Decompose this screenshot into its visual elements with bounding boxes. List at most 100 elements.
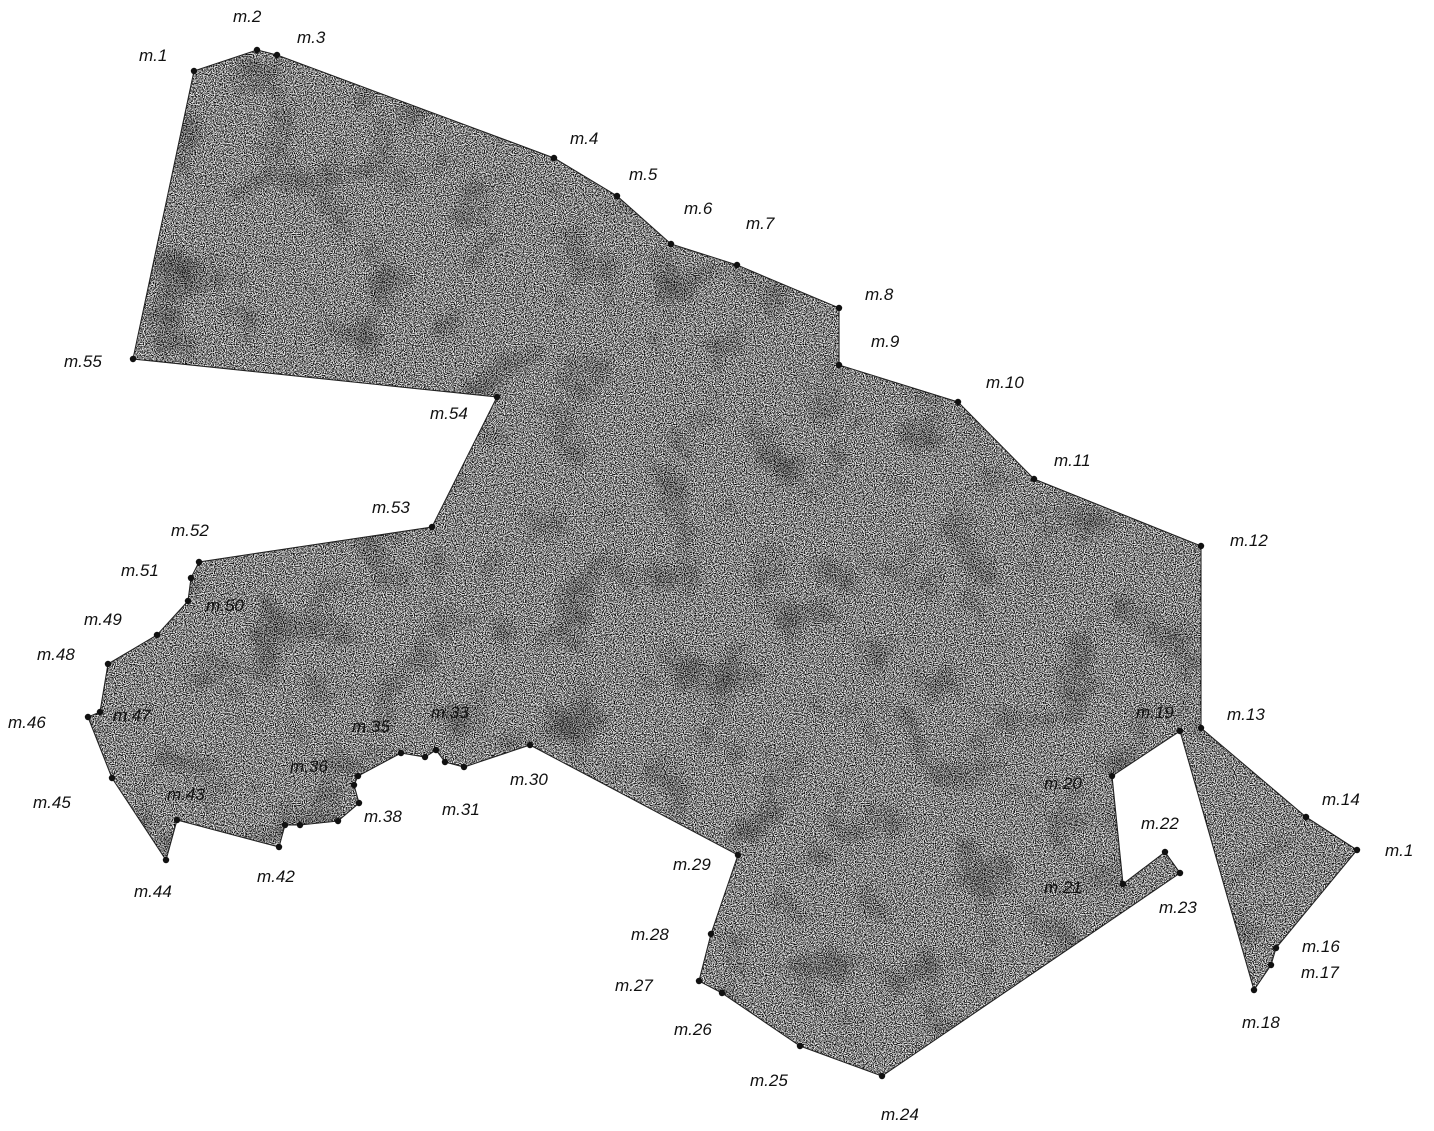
survey-label-m18: m.18 (1242, 1013, 1280, 1032)
survey-marker-m22 (1161, 848, 1169, 856)
survey-marker-m2 (253, 46, 261, 54)
survey-label-m25: m.25 (750, 1071, 788, 1090)
survey-label-m29: m.29 (673, 855, 711, 874)
survey-label-m44: m.44 (134, 882, 172, 901)
survey-marker-m49 (153, 631, 161, 639)
survey-marker-m39 (334, 817, 342, 825)
survey-label-m36: m.36 (290, 757, 328, 776)
survey-label-m3: m.3 (297, 28, 326, 47)
survey-marker-m32 (441, 758, 449, 766)
survey-marker-m51 (187, 574, 195, 582)
survey-label-m16: m.16 (1302, 937, 1340, 956)
survey-label-m8: m.8 (865, 285, 894, 304)
survey-marker-m31 (460, 763, 468, 771)
survey-label-m51: m.51 (121, 561, 159, 580)
survey-marker-m52 (195, 558, 203, 566)
survey-marker-m48 (104, 660, 112, 668)
survey-marker-m53 (428, 523, 436, 531)
survey-marker-m18 (1250, 986, 1258, 994)
survey-marker-m12 (1197, 542, 1205, 550)
survey-marker-m20 (1108, 772, 1116, 780)
survey-label-m50: m.50 (206, 596, 244, 615)
survey-marker-m43 (173, 816, 181, 824)
survey-marker-m42 (275, 843, 283, 851)
survey-marker-m9 (835, 361, 843, 369)
survey-label-m13: m.13 (1227, 705, 1265, 724)
survey-label-m42: m.42 (257, 867, 295, 886)
survey-marker-m4 (550, 154, 558, 162)
survey-label-m38: m.38 (364, 807, 402, 826)
survey-marker-m46 (84, 713, 92, 721)
survey-marker-m1 (190, 67, 198, 75)
survey-label-m45: m.45 (33, 793, 71, 812)
survey-marker-m7 (733, 261, 741, 269)
survey-label-m53: m.53 (372, 498, 410, 517)
survey-label-m46: m.46 (8, 713, 46, 732)
survey-label-m27: m.27 (615, 976, 653, 995)
survey-label-m5: m.5 (629, 165, 658, 184)
survey-label-m48: m.48 (37, 645, 75, 664)
survey-marker-m47 (96, 708, 104, 716)
survey-label-m6: m.6 (684, 199, 713, 218)
survey-marker-m36 (354, 772, 362, 780)
survey-marker-m11 (1030, 475, 1038, 483)
survey-label-m30: m.30 (510, 770, 548, 789)
survey-marker-m50 (184, 597, 192, 605)
survey-label-m12: m.12 (1230, 531, 1268, 550)
survey-marker-m17 (1267, 961, 1275, 969)
survey-label-m9: m.9 (871, 332, 900, 351)
survey-label-m28: m.28 (631, 925, 669, 944)
survey-label-m43: m.43 (167, 785, 205, 804)
survey-marker-m44 (162, 856, 170, 864)
survey-label-m11: m.11 (1054, 451, 1091, 470)
survey-marker-m30 (526, 741, 534, 749)
survey-marker-m41 (281, 821, 289, 829)
survey-marker-m10 (954, 398, 962, 406)
survey-marker-m26 (718, 989, 726, 997)
survey-marker-m38 (355, 799, 363, 807)
survey-marker-m15 (1353, 846, 1361, 854)
survey-marker-m5 (613, 192, 621, 200)
survey-label-m7: m.7 (746, 214, 775, 233)
survey-marker-m55 (129, 355, 137, 363)
survey-marker-m8 (835, 304, 843, 312)
survey-marker-m16 (1272, 944, 1280, 952)
survey-point-labels: m.1 m.2 m.3 m.4 m.5 m.6 m.7 m.8 m.9 m.10 m.11 m.12 m… (8, 7, 1413, 1124)
survey-marker-m14 (1302, 813, 1310, 821)
survey-points (84, 46, 1361, 1080)
survey-label-m33: m.33 (431, 703, 469, 722)
survey-marker-m27 (695, 977, 703, 985)
parcel-texture-dots (88, 50, 1357, 1076)
survey-label-m10: m.10 (986, 373, 1024, 392)
survey-marker-m54 (493, 393, 501, 401)
survey-marker-m3 (273, 51, 281, 59)
survey-label-m22: m.22 (1141, 814, 1179, 833)
survey-label-m47: m.47 (113, 706, 151, 725)
survey-label-m17: m.17 (1301, 963, 1339, 982)
survey-label-m54: m.54 (430, 404, 468, 423)
survey-label-m1: m.1 (139, 46, 167, 65)
survey-marker-m19 (1176, 727, 1184, 735)
survey-marker-m33 (432, 746, 440, 754)
parcel-area (87, 49, 1358, 1077)
survey-marker-m24 (878, 1072, 886, 1080)
survey-marker-m35 (397, 749, 405, 757)
survey-label-m19: m.19 (1136, 703, 1174, 722)
survey-marker-m21 (1119, 880, 1127, 888)
survey-label-m14: m.14 (1322, 790, 1360, 809)
survey-marker-m34 (421, 753, 429, 761)
survey-marker-m6 (667, 240, 675, 248)
survey-label-m26: m.26 (674, 1020, 712, 1039)
survey-label-m20: m.20 (1044, 774, 1082, 793)
survey-label-m21: m.21 (1044, 878, 1082, 897)
survey-label-m15: m.1 (1385, 841, 1413, 860)
survey-label-m2: m.2 (233, 7, 262, 26)
survey-marker-m29 (734, 851, 742, 859)
survey-marker-m28 (707, 930, 715, 938)
survey-marker-m23 (1176, 869, 1184, 877)
survey-label-m35: m.35 (352, 717, 390, 736)
survey-label-m23: m.23 (1159, 898, 1197, 917)
survey-marker-m45 (108, 774, 116, 782)
